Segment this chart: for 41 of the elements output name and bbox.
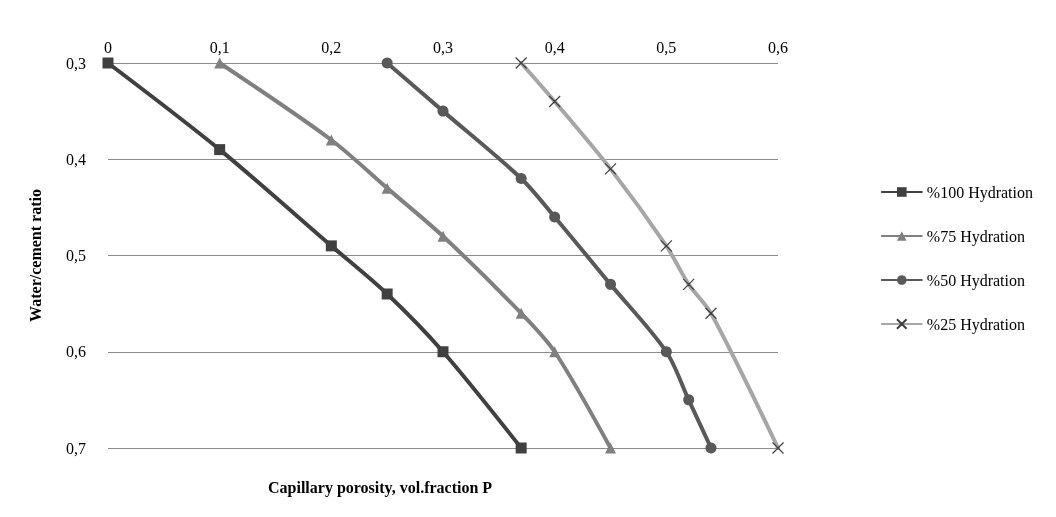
- point: [660, 239, 673, 252]
- point: [381, 288, 393, 300]
- point: [325, 134, 337, 146]
- legend-label: %75 Hydration: [926, 227, 1025, 246]
- point: [660, 346, 672, 358]
- point: [683, 394, 695, 406]
- x-tick-label: 0,2: [321, 38, 342, 56]
- y-tick-label: 0,7: [66, 439, 86, 457]
- x-tick-label: 0,3: [433, 38, 453, 56]
- point: [515, 442, 527, 454]
- x-axis-title: Capillary porosity, vol.fraction P: [268, 478, 493, 497]
- x-tick-label: 0,6: [768, 38, 788, 56]
- legend-label: %100 Hydration: [926, 183, 1033, 202]
- point: [437, 346, 449, 358]
- point: [605, 278, 616, 290]
- y-tick-label: 0,5: [66, 247, 86, 264]
- point: [604, 162, 617, 175]
- point: [605, 442, 616, 454]
- y-axis-title: Water/cement ratio: [26, 189, 44, 322]
- legend-label: %50 Hydration: [926, 271, 1025, 290]
- legend-label: %25 Hydration: [926, 315, 1025, 334]
- point: [549, 211, 561, 223]
- y-tick-label: 0,6: [66, 343, 86, 361]
- point: [102, 57, 114, 69]
- point: [214, 144, 226, 156]
- point: [549, 346, 561, 358]
- x-tick-label: 0,1: [209, 38, 230, 56]
- point: [515, 173, 527, 184]
- point: [325, 240, 337, 252]
- y-tick-label: 0,4: [66, 150, 86, 168]
- point: [437, 105, 449, 117]
- point: [515, 56, 528, 70]
- y-tick-label: 0,3: [66, 54, 86, 72]
- x-tick-label: 0,4: [544, 38, 565, 56]
- point: [705, 442, 717, 454]
- x-tick-label: 0,5: [656, 38, 677, 56]
- point: [381, 57, 393, 69]
- point: [214, 57, 226, 69]
- point: [548, 95, 561, 108]
- x-tick-label: 0: [104, 38, 112, 56]
- point: [704, 307, 718, 320]
